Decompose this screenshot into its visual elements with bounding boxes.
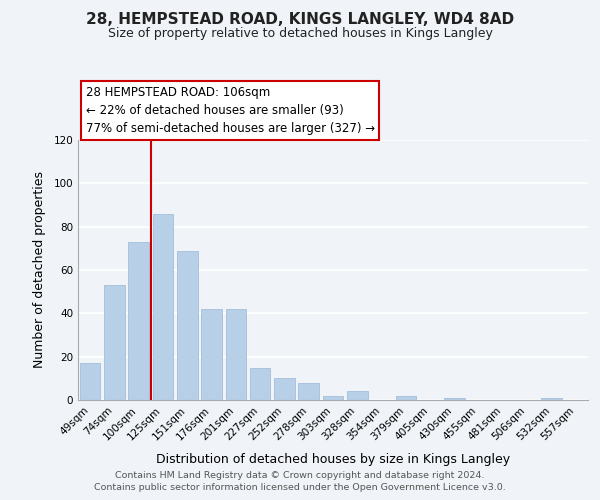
Bar [152, 214, 173, 400]
Text: Contains HM Land Registry data © Crown copyright and database right 2024.: Contains HM Land Registry data © Crown c… [115, 472, 485, 480]
Bar [128, 242, 149, 400]
Text: 28, HEMPSTEAD ROAD, KINGS LANGLEY, WD4 8AD: 28, HEMPSTEAD ROAD, KINGS LANGLEY, WD4 8… [86, 12, 514, 28]
Bar [177, 250, 197, 400]
Bar [104, 285, 125, 400]
Text: Contains public sector information licensed under the Open Government Licence v3: Contains public sector information licen… [94, 483, 506, 492]
Text: 28 HEMPSTEAD ROAD: 106sqm
← 22% of detached houses are smaller (93)
77% of semi-: 28 HEMPSTEAD ROAD: 106sqm ← 22% of detac… [86, 86, 375, 135]
Bar [444, 398, 465, 400]
Bar [274, 378, 295, 400]
X-axis label: Distribution of detached houses by size in Kings Langley: Distribution of detached houses by size … [156, 453, 510, 466]
Bar [201, 309, 222, 400]
Y-axis label: Number of detached properties: Number of detached properties [34, 172, 46, 368]
Bar [323, 396, 343, 400]
Bar [226, 309, 246, 400]
Bar [347, 392, 368, 400]
Bar [541, 398, 562, 400]
Text: Size of property relative to detached houses in Kings Langley: Size of property relative to detached ho… [107, 28, 493, 40]
Bar [395, 396, 416, 400]
Bar [250, 368, 271, 400]
Bar [298, 382, 319, 400]
Bar [80, 363, 100, 400]
